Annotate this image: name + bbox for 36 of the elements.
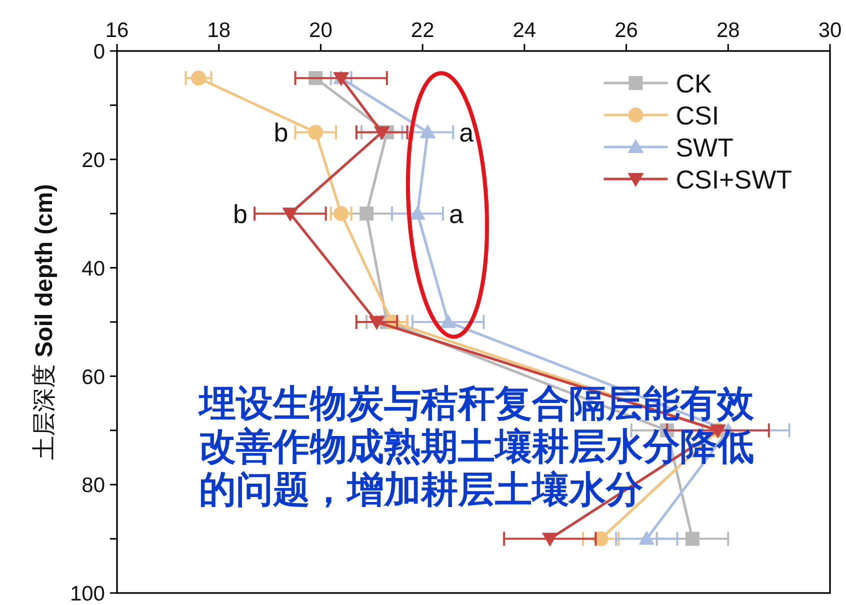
x-tick-label: 20: [309, 19, 332, 42]
y-tick-label: 40: [82, 257, 105, 280]
x-tick-label: 30: [818, 19, 842, 42]
point: [334, 206, 349, 222]
y-tick-label: 0: [93, 40, 105, 64]
x-tick-label: 28: [716, 19, 740, 42]
annotation: b: [274, 118, 288, 148]
y-tick-label: 80: [82, 474, 105, 498]
legend-label: SWT: [676, 132, 734, 162]
annotation: a: [459, 118, 474, 148]
point: [282, 208, 298, 222]
legend-label: CSI+SWT: [676, 164, 792, 194]
point: [420, 124, 436, 138]
point: [685, 532, 700, 546]
y-tick-label: 60: [82, 366, 105, 389]
x-tick-label: 16: [105, 19, 129, 42]
point: [374, 126, 390, 140]
x-tick-label: 22: [410, 19, 434, 42]
point: [409, 206, 426, 220]
y-tick-label: 100: [70, 582, 105, 605]
annotation: b: [233, 198, 248, 229]
x-tick-label: 18: [207, 19, 231, 42]
annotation: a: [448, 198, 464, 229]
x-tick-label: 24: [512, 19, 536, 42]
y-axis-title: 土层深度 Soil depth (cm): [31, 184, 58, 460]
point: [638, 530, 655, 545]
x-tick-label: 26: [614, 19, 638, 42]
legend-label: CK: [676, 68, 712, 98]
point: [368, 316, 385, 330]
point: [308, 124, 324, 140]
point: [360, 206, 374, 221]
point: [542, 532, 558, 547]
y-tick-label: 20: [82, 148, 105, 172]
legend-label: CSI: [676, 100, 720, 130]
point: [440, 314, 456, 328]
point: [190, 70, 206, 86]
